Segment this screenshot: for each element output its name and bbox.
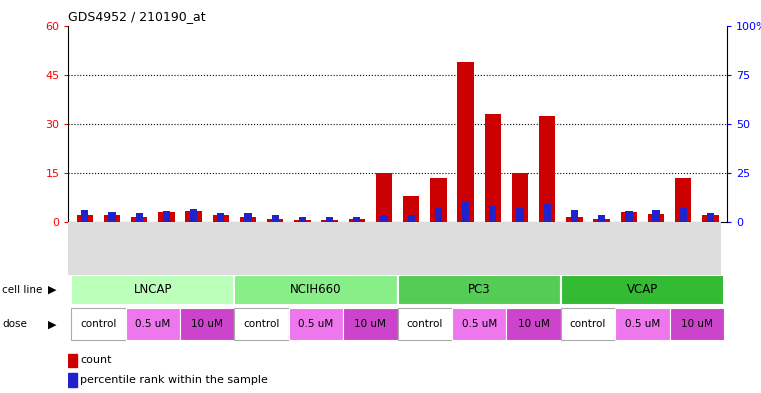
Text: dose: dose <box>2 319 27 329</box>
Bar <box>267 219 283 222</box>
Bar <box>234 308 289 340</box>
Bar <box>68 373 77 387</box>
Bar <box>190 209 197 222</box>
Text: ▶: ▶ <box>47 285 56 295</box>
Text: PC3: PC3 <box>468 283 491 296</box>
Bar <box>234 275 397 305</box>
Text: 0.5 uM: 0.5 uM <box>135 319 170 329</box>
Text: control: control <box>80 319 116 329</box>
Bar <box>272 215 279 222</box>
Bar <box>430 178 447 222</box>
Text: GDS4952 / 210190_at: GDS4952 / 210190_at <box>68 10 206 23</box>
Bar <box>452 308 506 340</box>
Bar <box>489 206 496 222</box>
Bar <box>131 217 148 222</box>
Bar <box>561 275 724 305</box>
Bar <box>485 114 501 222</box>
Bar <box>594 219 610 222</box>
Text: 0.5 uM: 0.5 uM <box>625 319 660 329</box>
Bar <box>539 116 556 222</box>
Bar <box>403 196 419 222</box>
Bar <box>652 210 660 222</box>
Text: ▶: ▶ <box>47 319 56 329</box>
Bar <box>615 308 670 340</box>
Bar <box>72 275 234 305</box>
Bar <box>571 210 578 222</box>
Bar <box>343 308 397 340</box>
Bar <box>299 217 306 222</box>
Bar <box>621 212 637 222</box>
Bar <box>397 275 561 305</box>
Bar <box>543 204 551 222</box>
Bar <box>77 215 93 222</box>
Bar <box>517 208 524 222</box>
Bar <box>240 217 256 222</box>
Text: percentile rank within the sample: percentile rank within the sample <box>80 375 268 385</box>
Bar <box>457 62 474 222</box>
Text: cell line: cell line <box>2 285 43 295</box>
Bar <box>295 220 310 222</box>
Bar <box>506 308 561 340</box>
Bar <box>408 215 415 222</box>
Text: VCAP: VCAP <box>627 283 658 296</box>
Bar <box>625 211 632 222</box>
Bar <box>180 308 234 340</box>
Text: control: control <box>570 319 607 329</box>
Bar <box>380 215 387 222</box>
Bar <box>217 213 224 222</box>
Bar <box>648 214 664 222</box>
Bar <box>670 308 724 340</box>
Bar <box>349 219 365 222</box>
Bar <box>561 308 615 340</box>
Bar <box>108 212 116 222</box>
Bar <box>566 217 583 222</box>
Text: 0.5 uM: 0.5 uM <box>298 319 333 329</box>
Bar <box>326 217 333 222</box>
Text: 10 uM: 10 uM <box>355 319 387 329</box>
Bar <box>289 308 343 340</box>
Bar <box>675 178 692 222</box>
Bar <box>680 208 687 222</box>
Bar <box>353 217 361 222</box>
Bar <box>81 210 88 222</box>
Bar <box>598 215 605 222</box>
Bar <box>376 173 392 222</box>
Bar <box>186 211 202 222</box>
Bar <box>512 173 528 222</box>
Bar <box>103 215 120 222</box>
Bar <box>321 220 338 222</box>
Text: 10 uM: 10 uM <box>517 319 549 329</box>
Text: control: control <box>244 319 280 329</box>
Text: control: control <box>406 319 443 329</box>
Bar <box>212 215 229 222</box>
Bar <box>135 213 143 222</box>
Bar <box>707 213 714 222</box>
Bar <box>163 211 170 222</box>
Bar <box>158 212 174 222</box>
Bar <box>72 308 126 340</box>
Bar <box>244 213 252 222</box>
Bar <box>435 208 442 222</box>
Text: LNCAP: LNCAP <box>134 283 172 296</box>
Text: 10 uM: 10 uM <box>681 319 713 329</box>
Text: 0.5 uM: 0.5 uM <box>462 319 497 329</box>
Bar <box>462 202 470 222</box>
Text: 10 uM: 10 uM <box>191 319 223 329</box>
Bar <box>68 354 77 367</box>
Bar <box>126 308 180 340</box>
Text: count: count <box>80 355 111 365</box>
Bar <box>397 308 452 340</box>
Text: NCIH660: NCIH660 <box>290 283 342 296</box>
Bar <box>702 215 718 222</box>
